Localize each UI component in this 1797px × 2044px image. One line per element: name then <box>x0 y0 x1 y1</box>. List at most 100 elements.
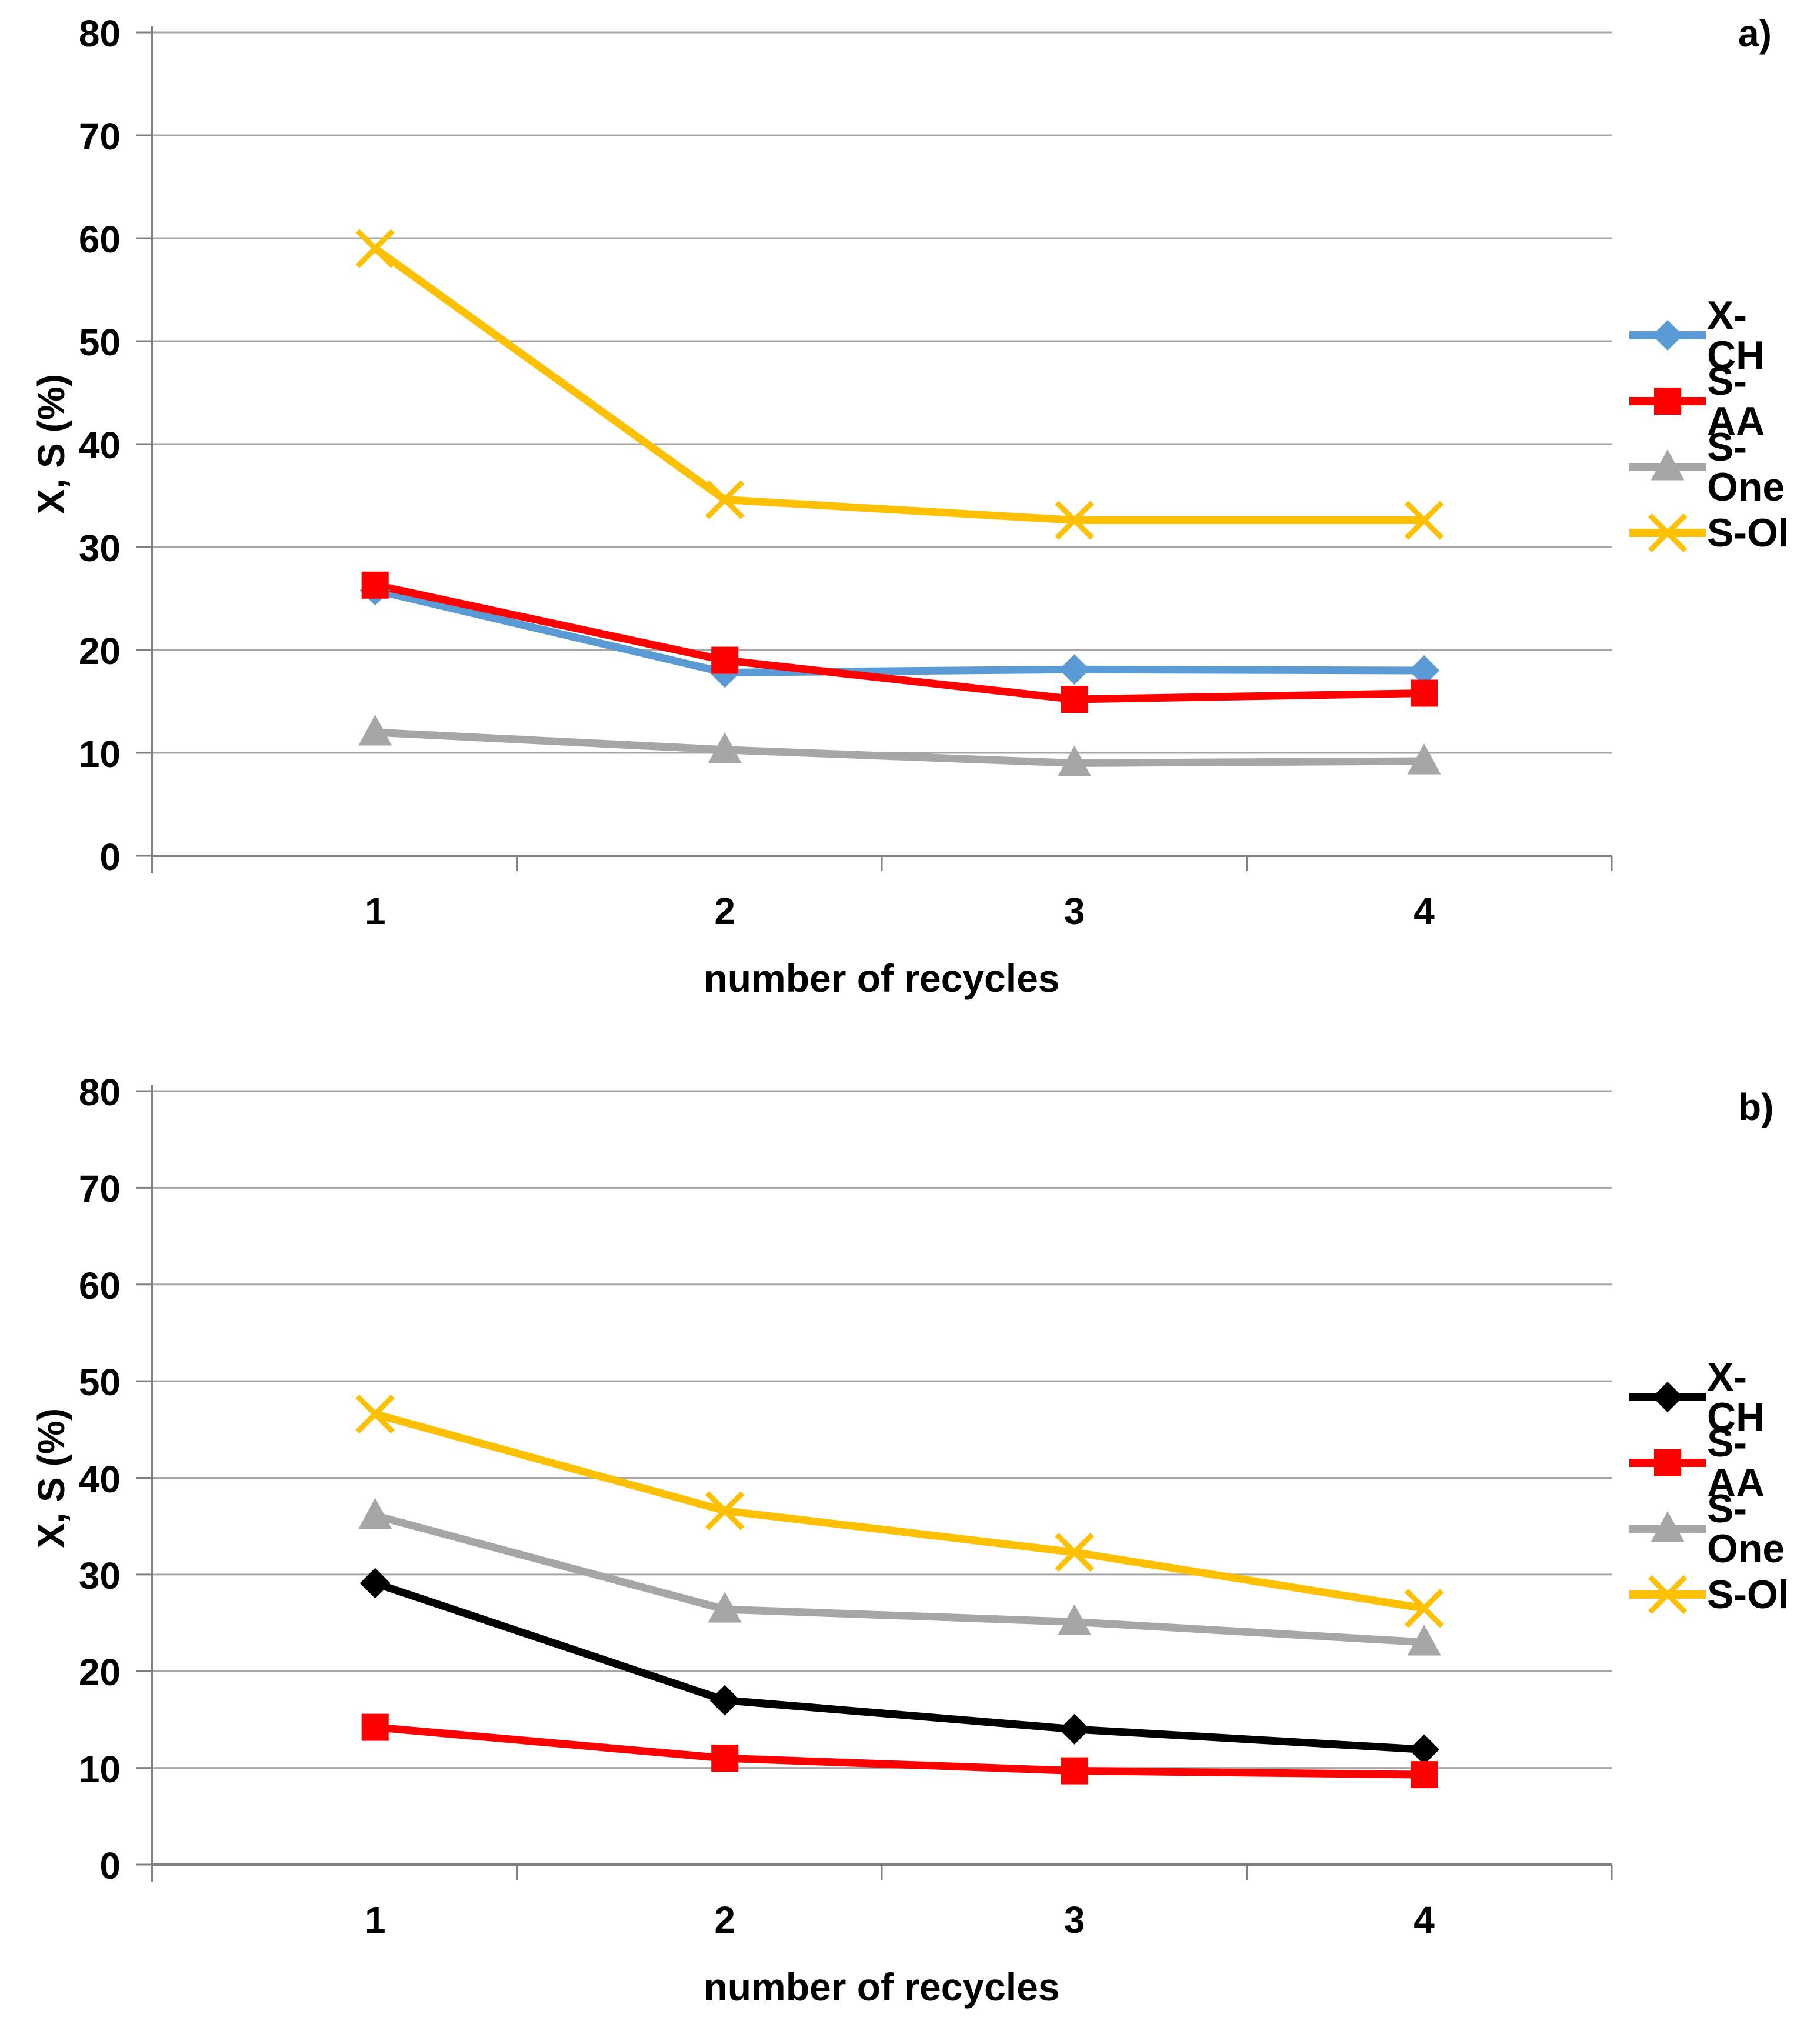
X-CH-marker <box>709 1685 741 1716</box>
legend-item-s-ol: S-Ol <box>1629 1571 1797 1618</box>
X-CH-legend-marker <box>1652 1382 1683 1412</box>
S-AA-legend-marker <box>1654 388 1681 415</box>
chart-panel-a: a) X, S (%) number of recycles X-CH S-AA S… <box>0 0 1797 1021</box>
S-AA-legend-marker <box>1654 1449 1681 1476</box>
y-tick-label: 30 <box>78 1554 121 1597</box>
S-Ol-marker <box>355 1394 395 1434</box>
y-tick-label: 80 <box>78 12 121 55</box>
x-tick-label: 3 <box>1063 1899 1085 1941</box>
legend-item-s-aa: S-AA <box>1629 361 1797 441</box>
S-Ol-marker <box>705 480 745 519</box>
legend-label: S-AA <box>1707 359 1765 444</box>
diamond-icon <box>1629 320 1706 351</box>
y-tick-label: 0 <box>99 836 121 878</box>
square-icon <box>1629 388 1706 415</box>
S-AA-marker <box>361 1713 389 1741</box>
S-AA-marker <box>1411 679 1438 707</box>
S-One-marker <box>708 732 742 763</box>
S-AA-marker <box>1411 1761 1438 1789</box>
legend-label: S-Ol <box>1707 1572 1789 1617</box>
S-Ol-line <box>371 1410 1428 1612</box>
y-tick-label: 80 <box>78 1071 121 1113</box>
legend-label: X-CH <box>1707 1355 1765 1439</box>
x-icon <box>1629 1575 1706 1615</box>
square-icon <box>1629 1449 1706 1476</box>
S-Ol-marker <box>355 229 395 268</box>
x-tick-label: 2 <box>714 890 735 932</box>
legend-item-s-aa: S-AA <box>1629 1423 1797 1503</box>
y-tick-label: 10 <box>78 733 121 775</box>
legend-b: X-CH S-AA S-One S-Ol <box>1629 1357 1797 1637</box>
y-tick-label: 0 <box>99 1845 121 1887</box>
legend-item-x-ch: X-CH <box>1629 295 1797 375</box>
S-Ol-line <box>371 245 1428 524</box>
legend-label: S-AA <box>1707 1421 1765 1505</box>
S-Ol-marker <box>1055 501 1094 540</box>
x-axis-title-b: number of recycles <box>704 1965 1060 2009</box>
y-tick-label: 70 <box>78 1168 121 1211</box>
X-CH-legend-marker <box>1652 320 1683 351</box>
X-CH-line <box>371 586 1428 676</box>
legend-label: S-One <box>1707 1486 1785 1571</box>
S-AA-marker <box>1061 686 1088 713</box>
legend-item-s-one: S-One <box>1629 427 1797 507</box>
chart-a-plot-svg <box>136 26 1613 873</box>
chart-panel-b: b) X, S (%) number of recycles X-CH S-AA S… <box>0 1023 1797 2044</box>
S-One-marker <box>1058 1604 1092 1635</box>
S-One-marker <box>358 715 392 746</box>
S-One-marker <box>1058 745 1092 776</box>
y-tick-label: 50 <box>78 1361 121 1404</box>
y-tick-label: 10 <box>78 1748 121 1790</box>
X-CH-marker <box>359 1568 391 1599</box>
panel-a-label: a) <box>1738 12 1772 55</box>
y-tick-label: 20 <box>78 630 121 672</box>
x-tick-label: 4 <box>1413 1899 1435 1941</box>
x-tick-label: 4 <box>1413 890 1435 932</box>
S-One-legend-marker <box>1651 449 1685 481</box>
S-Ol-marker <box>1055 1532 1094 1572</box>
S-AA-marker <box>361 571 389 599</box>
legend-label: S-Ol <box>1707 511 1789 555</box>
X-CH-line <box>371 1579 1428 1753</box>
x-tick-label: 1 <box>364 890 386 932</box>
y-tick-label: 40 <box>78 1458 121 1501</box>
x-axis-title-a: number of recycles <box>704 956 1060 1000</box>
x-icon <box>1629 513 1706 553</box>
chart-b-plot-svg <box>136 1085 1613 1882</box>
y-tick-label: 30 <box>78 527 121 569</box>
y-tick-label: 60 <box>78 218 121 261</box>
y-tick-label: 40 <box>78 424 121 466</box>
y-tick-label: 20 <box>78 1651 121 1694</box>
panel-b-label: b) <box>1738 1086 1774 1128</box>
S-One-line <box>371 728 1428 767</box>
S-Ol-marker <box>705 1491 745 1531</box>
legend-label: X-CH <box>1707 293 1765 378</box>
X-CH-marker <box>1409 1734 1440 1765</box>
S-One-marker <box>358 1498 392 1529</box>
x-tick-label: 2 <box>714 1899 735 1941</box>
S-One-marker <box>1407 1624 1441 1656</box>
S-AA-line <box>371 581 1428 703</box>
X-CH-marker <box>1059 1713 1090 1745</box>
y-tick-label: 60 <box>78 1264 121 1307</box>
x-tick-label: 1 <box>364 1899 386 1941</box>
legend-label: S-One <box>1707 425 1785 509</box>
S-AA-line <box>371 1723 1428 1779</box>
X-CH-marker <box>1409 655 1440 686</box>
S-Ol-marker <box>1404 1589 1444 1628</box>
S-Ol-marker <box>1404 501 1444 540</box>
diamond-icon <box>1629 1382 1706 1412</box>
S-AA-marker <box>711 646 739 674</box>
X-CH-marker <box>1059 654 1090 685</box>
legend-item-x-ch: X-CH <box>1629 1357 1797 1437</box>
y-tick-label: 70 <box>78 115 121 158</box>
triangle-icon <box>1629 449 1706 481</box>
S-One-marker <box>1407 743 1441 775</box>
S-Ol-legend-marker <box>1648 1575 1688 1615</box>
S-One-legend-marker <box>1651 1511 1685 1542</box>
triangle-icon <box>1629 1511 1706 1542</box>
S-One-marker <box>708 1592 742 1623</box>
legend-a: X-CH S-AA S-One S-Ol <box>1629 295 1797 575</box>
x-tick-label: 3 <box>1063 890 1085 932</box>
S-One-line <box>371 1512 1428 1646</box>
